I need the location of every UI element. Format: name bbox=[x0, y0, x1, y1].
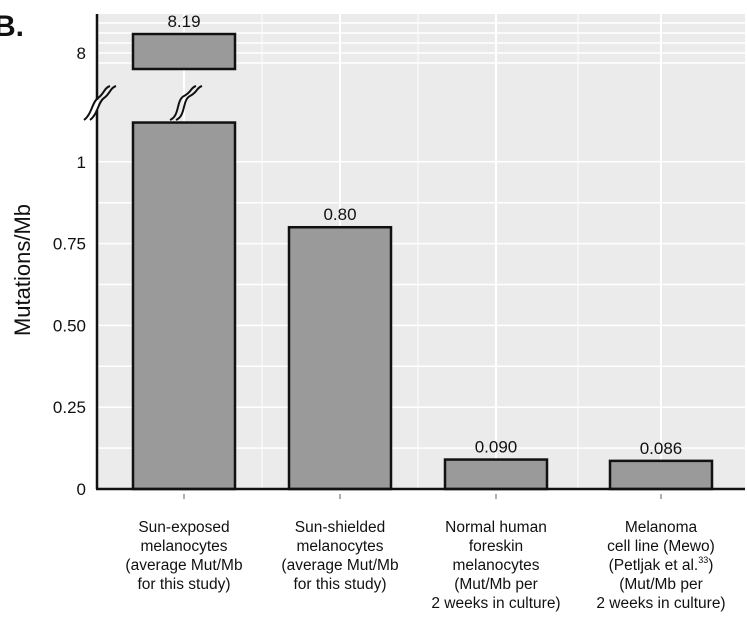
y-tick-label: 1 bbox=[77, 153, 86, 172]
y-tick-label: 0.25 bbox=[53, 398, 86, 417]
category-label-line: (average Mut/Mb bbox=[281, 557, 398, 574]
category-label-line: (Mut/Mb per bbox=[454, 576, 538, 593]
category-label-line: (Petljak et al.33) bbox=[609, 555, 714, 574]
category-label: Sun-exposed melanocytes (average Mut/Mb for… bbox=[125, 519, 242, 593]
category-label-line: melanocytes bbox=[140, 538, 227, 555]
category-label-line: Melanoma bbox=[625, 519, 698, 536]
category-labels: Sun-exposed melanocytes (average Mut/Mb for… bbox=[125, 519, 725, 612]
category-label: Sun-shielded melanocytes (average Mut/Mb fo… bbox=[281, 519, 398, 593]
y-tick-label: 8 bbox=[77, 44, 86, 63]
bar bbox=[608, 459, 714, 491]
axis-break-mark bbox=[169, 85, 197, 121]
bar bbox=[443, 458, 549, 491]
y-tick-label: 0 bbox=[77, 480, 86, 499]
citation-close: ) bbox=[708, 557, 713, 574]
category-label: Melanoma cell line (Mewo) (Petljak et al.3… bbox=[596, 519, 725, 612]
citation-superscript: 33 bbox=[698, 555, 708, 565]
data-label: 0.090 bbox=[475, 438, 518, 457]
category-label-line: for this study) bbox=[137, 576, 230, 593]
category-label-line: (Mut/Mb per bbox=[619, 576, 703, 593]
category-label-line: Sun-exposed bbox=[138, 519, 229, 536]
axis-break-mark bbox=[175, 85, 203, 121]
category-label-line: for this study) bbox=[293, 576, 386, 593]
bar bbox=[131, 32, 237, 71]
bar bbox=[287, 225, 393, 491]
bar bbox=[131, 121, 237, 491]
category-label-line: foreskin bbox=[469, 538, 523, 555]
category-label: Normal human foreskin melanocytes (Mut/Mb p… bbox=[431, 519, 560, 612]
category-label-line: melanocytes bbox=[452, 557, 539, 574]
data-label: 0.80 bbox=[323, 205, 356, 224]
data-label: 0.086 bbox=[640, 439, 683, 458]
y-tick-labels: 0 0.25 0.50 0.75 1 8 bbox=[53, 44, 86, 499]
bars: 8.19 0.80 0.090 0.086 bbox=[131, 12, 714, 491]
category-label-line: 2 weeks in culture) bbox=[431, 595, 560, 612]
axis-break-mark bbox=[89, 85, 117, 121]
axis-break-mark bbox=[83, 85, 111, 121]
category-label-line: Sun-shielded bbox=[295, 519, 385, 536]
axes bbox=[83, 14, 745, 499]
category-label-line: cell line (Mewo) bbox=[607, 538, 715, 555]
y-axis-label: Mutations/Mb bbox=[10, 204, 35, 336]
y-tick-label: 0.75 bbox=[53, 235, 86, 254]
panel-label: B. bbox=[0, 10, 24, 43]
data-label: 8.19 bbox=[167, 12, 200, 31]
category-label-line: (average Mut/Mb bbox=[125, 557, 242, 574]
category-label-line: 2 weeks in culture) bbox=[596, 595, 725, 612]
category-label-line: melanocytes bbox=[296, 538, 383, 555]
y-tick-label: 0.50 bbox=[53, 316, 86, 335]
category-label-line: Normal human bbox=[445, 519, 547, 536]
